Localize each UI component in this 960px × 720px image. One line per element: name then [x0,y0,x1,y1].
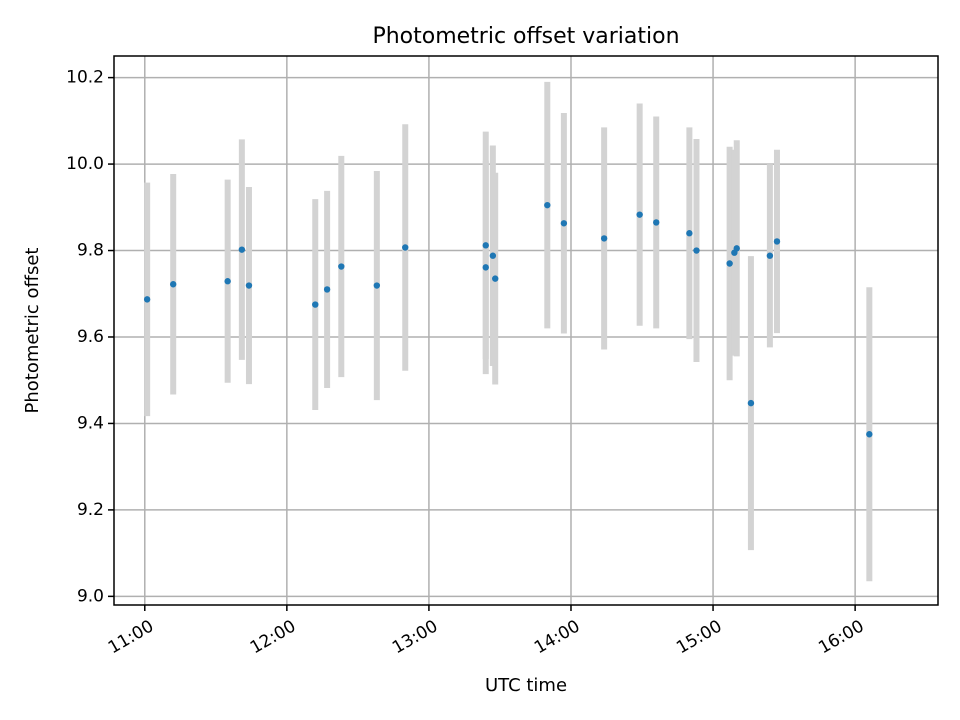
y-tick-label: 9.8 [77,241,104,261]
y-tick-label: 9.2 [77,500,104,520]
data-point [726,260,733,267]
x-axis-ticks: 11:00 12:00 13:00 14:00 15:00 16:00 [105,605,868,658]
data-point [653,219,660,226]
data-point [636,211,643,218]
data-point [489,252,497,259]
data-points [143,201,873,438]
y-tick-label: 10.0 [66,154,104,174]
plot-frame [113,55,939,606]
data-point [600,235,608,242]
data-point [373,282,381,289]
data-point [686,230,693,237]
data-point [733,245,740,252]
chart-title: Photometric offset variation [372,24,679,49]
x-tick-label: 16:00 [815,616,867,658]
y-tick-label: 10.2 [66,68,104,88]
data-point [338,263,345,270]
data-point [238,246,246,253]
data-point [766,252,774,259]
y-tick-label: 9.6 [77,327,104,347]
data-point [402,244,409,251]
x-tick-label: 11:00 [105,616,157,658]
x-tick-label: 15:00 [673,616,725,658]
data-point [245,282,253,289]
data-point [169,281,177,288]
y-axis-label: Photometric offset [22,248,43,414]
data-point [482,242,489,249]
data-point [544,201,551,209]
data-point [693,247,700,254]
data-point [773,238,781,245]
data-point [482,264,489,271]
grid [114,56,938,605]
data-point [323,286,331,293]
x-tick-label: 12:00 [247,616,299,658]
data-point [747,399,755,407]
data-point [224,278,231,285]
data-point [143,296,151,303]
error-bars [144,81,873,582]
data-point [866,431,873,438]
y-tick-label: 9.4 [77,413,104,433]
data-point [312,301,319,308]
y-tick-label: 9.0 [77,586,104,606]
data-point [560,220,568,227]
data-point [492,275,499,282]
x-tick-label: 13:00 [389,616,441,658]
x-axis-label: UTC time [485,675,567,696]
x-tick-label: 14:00 [531,616,583,658]
y-axis-ticks: 9.0 9.2 9.4 9.6 9.8 10.0 10.2 [66,68,114,606]
